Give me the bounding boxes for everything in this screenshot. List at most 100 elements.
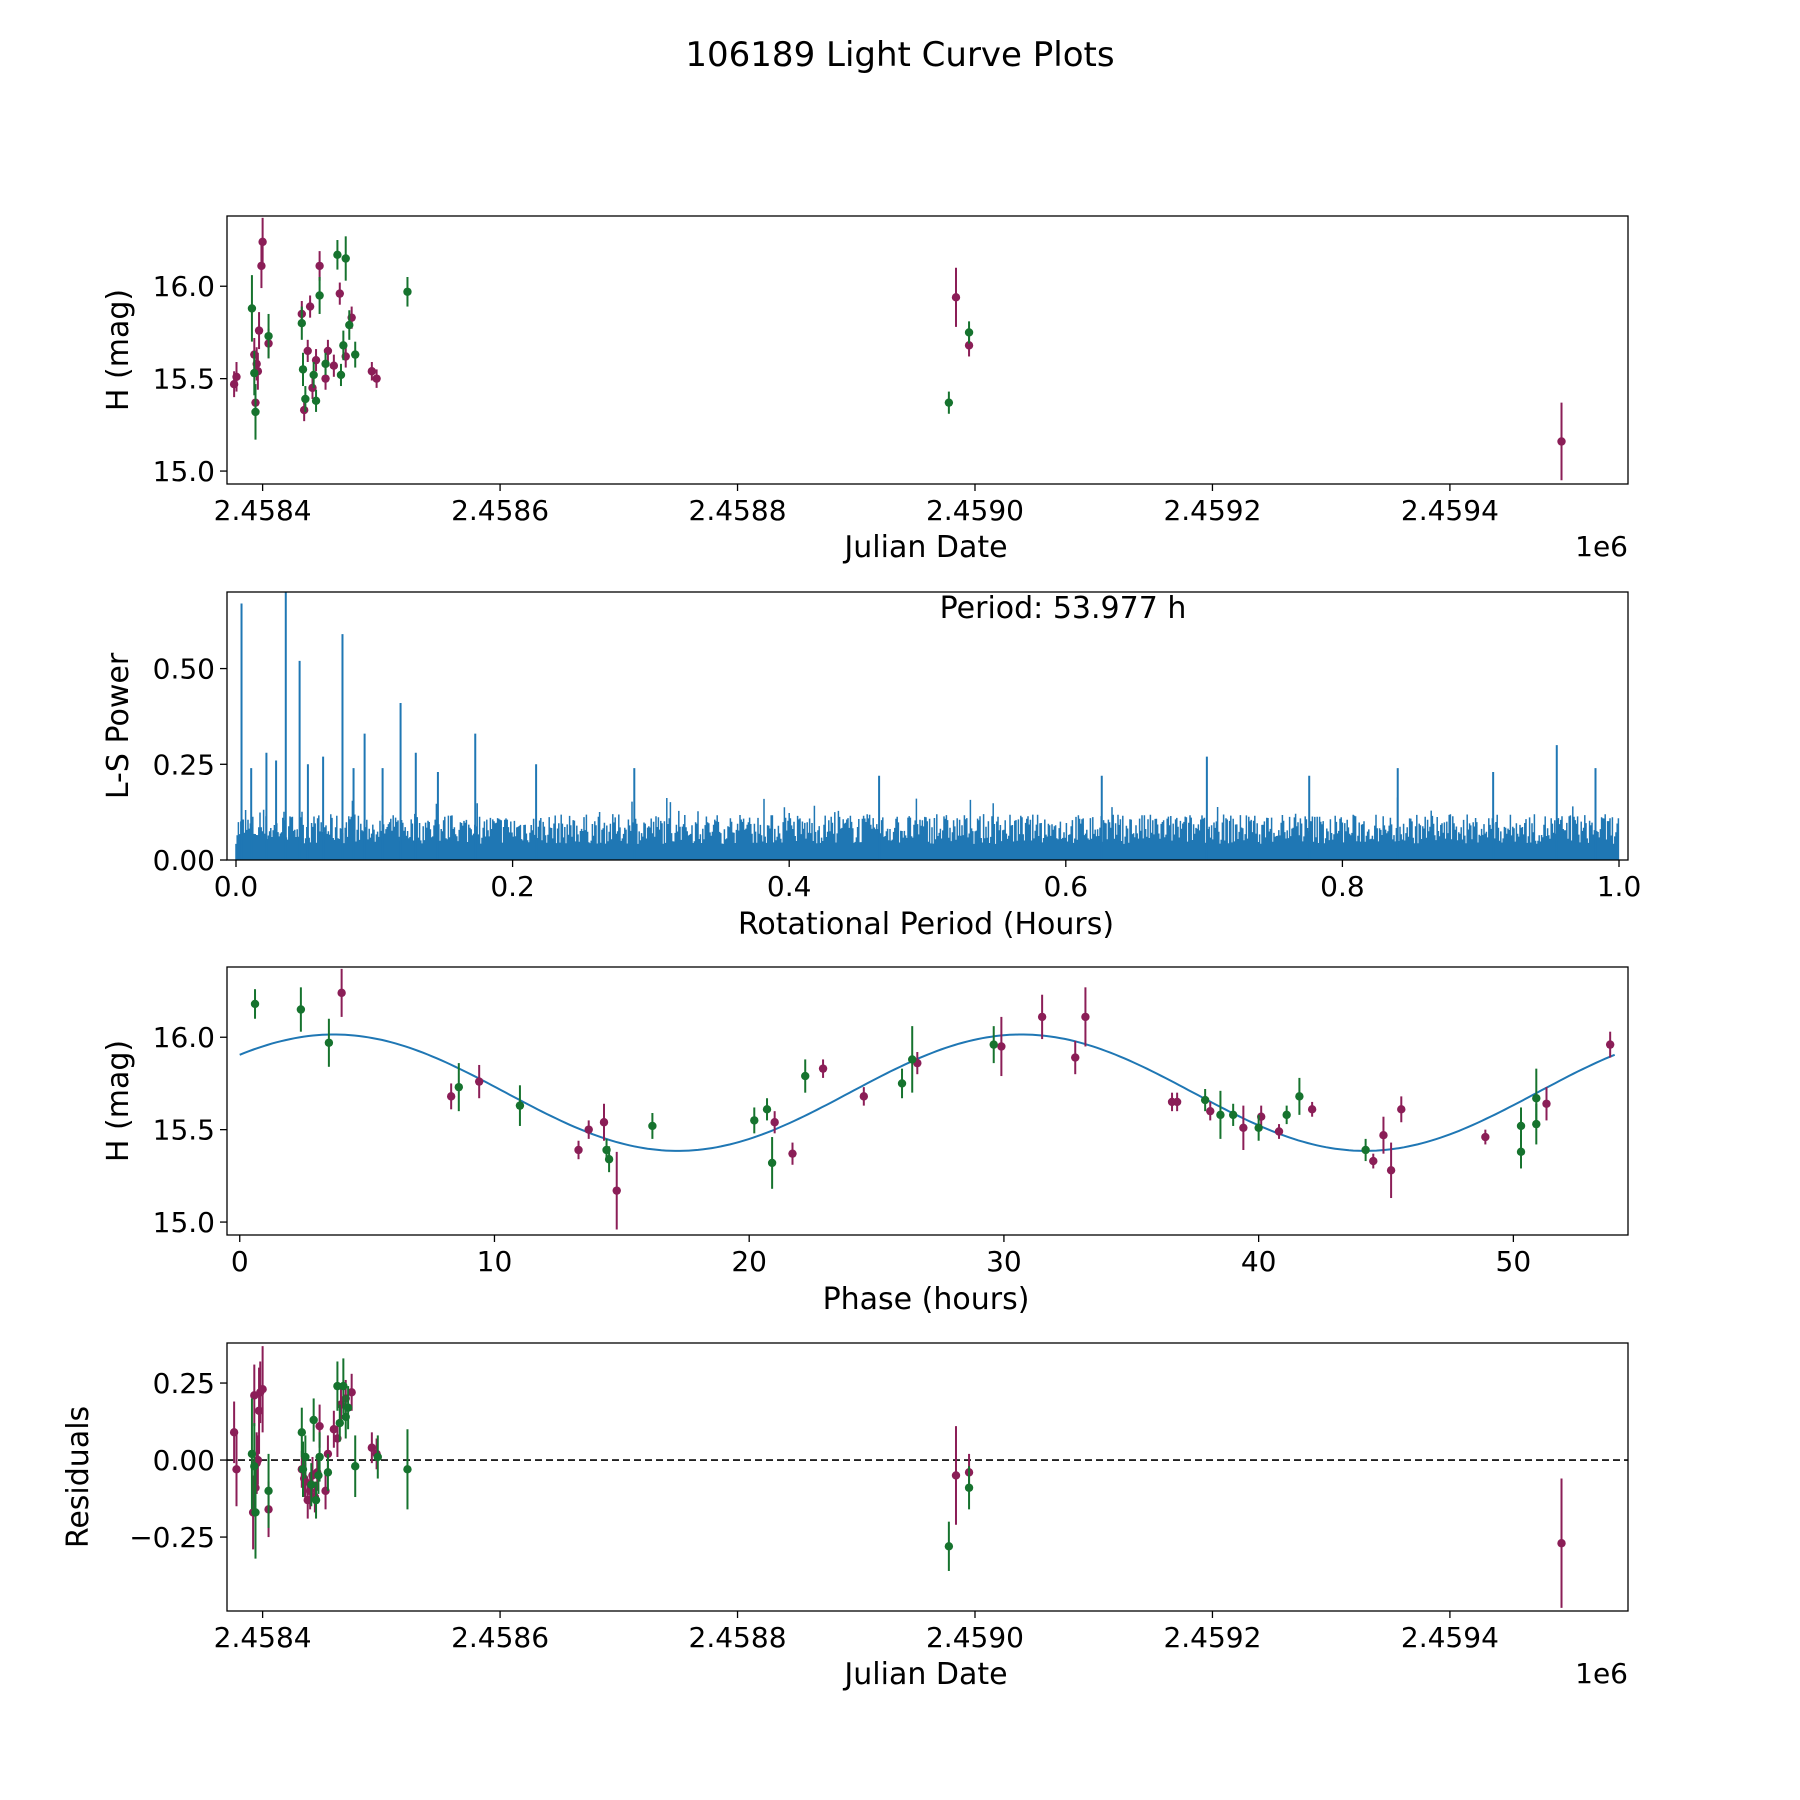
- data-point: [770, 1118, 779, 1127]
- folded-ytick-label: 15.0: [153, 1206, 215, 1239]
- folded-panel: 0 10 20 30 40 50 15.0 15.5 16.0 Phase (hours) H …: [101, 966, 1629, 1317]
- data-point: [321, 359, 330, 369]
- data-point: [1071, 1053, 1080, 1062]
- data-point: [1532, 1119, 1541, 1129]
- data-point: [315, 291, 324, 300]
- data-point: [750, 1116, 759, 1125]
- folded-xlabel: Phase (hours): [823, 1282, 1030, 1317]
- periodogram-ytick-label: 0.00: [153, 844, 215, 877]
- data-point: [301, 394, 310, 404]
- data-point: [257, 261, 266, 271]
- data-point: [315, 1452, 324, 1462]
- data-point: [515, 1101, 525, 1110]
- periodogram-xtick-label: 1.0: [1597, 870, 1642, 903]
- data-point: [251, 407, 260, 417]
- data-point: [964, 328, 974, 337]
- lightcurve-xlabel: Julian Date: [842, 530, 1007, 565]
- data-point: [1630, 1490, 1638, 1498]
- periodogram-noise-line: [235, 797, 1620, 860]
- data-point: [345, 320, 354, 330]
- residuals-xlabel: Julian Date: [842, 1657, 1007, 1692]
- data-point: [253, 1455, 263, 1465]
- lightcurve-ytick-label: 15.0: [153, 455, 215, 488]
- data-point: [336, 370, 346, 380]
- figure-title: 106189 Light Curve Plots: [685, 35, 1114, 75]
- data-point: [335, 1418, 344, 1428]
- data-point: [1274, 1127, 1284, 1136]
- folded-frame: [226, 966, 1629, 1236]
- data-point: [574, 1145, 583, 1155]
- data-point: [254, 326, 264, 335]
- data-point: [258, 237, 267, 247]
- data-point: [818, 1064, 828, 1073]
- data-point: [309, 370, 318, 380]
- folded-ticks: 0 10 20 30 40 50 15.0 15.5 16.0: [153, 1021, 1532, 1278]
- periodogram-plot-area: [235, 592, 1620, 860]
- data-point: [1200, 1095, 1210, 1105]
- residuals-xtick-label: 2.4592: [1163, 1621, 1261, 1654]
- residuals-offset-label: 1e6: [1575, 1657, 1628, 1690]
- data-point: [604, 1155, 614, 1164]
- period-annotation: Period: 53.977 h: [940, 591, 1187, 626]
- residuals-xtick-label: 2.4588: [689, 1621, 787, 1654]
- folded-ylabel: H (mag): [101, 1040, 136, 1162]
- data-point: [298, 365, 308, 374]
- data-point: [303, 346, 312, 356]
- data-point: [311, 396, 321, 406]
- residuals-marks: [227, 1346, 1638, 1608]
- data-point: [333, 1381, 342, 1391]
- data-point: [232, 372, 241, 381]
- lightcurve-xtick-label: 2.4584: [214, 494, 312, 527]
- data-point: [341, 254, 350, 263]
- periodogram-ylabel: L-S Power: [101, 652, 136, 799]
- data-point: [1557, 1539, 1566, 1548]
- data-point: [951, 293, 961, 302]
- data-point: [403, 287, 412, 296]
- data-point: [247, 304, 257, 313]
- data-point: [1557, 437, 1566, 446]
- residuals-xtick-label: 2.4586: [451, 1621, 549, 1654]
- data-point: [403, 1465, 412, 1474]
- data-point: [944, 1542, 954, 1551]
- data-point: [251, 1508, 260, 1517]
- data-point: [1481, 1132, 1490, 1142]
- folded-xtick-label: 10: [477, 1245, 513, 1278]
- data-point: [997, 1042, 1006, 1051]
- data-point: [333, 250, 342, 260]
- data-point: [296, 1005, 306, 1014]
- periodogram-xtick-label: 0.4: [767, 870, 812, 903]
- residuals-xtick-label: 2.4594: [1401, 1621, 1499, 1654]
- periodogram-xtick-label: 0.0: [214, 870, 259, 903]
- lightcurve-xtick-label: 2.4594: [1401, 494, 1499, 527]
- data-point: [1037, 1012, 1047, 1022]
- data-point: [474, 1077, 484, 1086]
- data-point: [1361, 1145, 1370, 1155]
- residuals-panel: 2.4584 2.4586 2.4588 2.4590 2.4592 2.4594 −0.2…: [61, 1342, 1638, 1692]
- folded-ytick-label: 15.5: [153, 1114, 215, 1147]
- data-point: [859, 1092, 869, 1101]
- folded-ytick-label: 16.0: [153, 1021, 215, 1054]
- data-point: [584, 1125, 593, 1134]
- data-point: [612, 1186, 621, 1195]
- data-point: [1206, 1106, 1215, 1116]
- data-point: [1397, 1105, 1406, 1114]
- data-point: [372, 374, 381, 383]
- lightcurve-ylabel: H (mag): [101, 289, 136, 411]
- data-point: [343, 1403, 353, 1412]
- data-point: [258, 1385, 267, 1394]
- periodogram-xtick-label: 0.2: [490, 870, 535, 903]
- periodogram-panel: 0.0 0.2 0.4 0.6 0.8 1.0 0.00 0.25 0.50 Period: 5…: [101, 591, 1641, 942]
- folded-xtick-label: 20: [731, 1245, 767, 1278]
- data-point: [299, 405, 309, 415]
- lightcurve-xtick-label: 2.4586: [451, 494, 549, 527]
- lightcurve-offset-label: 1e6: [1575, 530, 1628, 563]
- data-point: [250, 1462, 259, 1471]
- data-point: [329, 361, 339, 370]
- residuals-ytick-label: −0.25: [129, 1521, 215, 1554]
- folded-plot-area: [239, 968, 1616, 1230]
- data-point: [1379, 1130, 1388, 1140]
- data-point: [1282, 1110, 1291, 1120]
- data-point: [329, 1425, 339, 1434]
- periodogram-ytick-label: 0.25: [153, 748, 215, 781]
